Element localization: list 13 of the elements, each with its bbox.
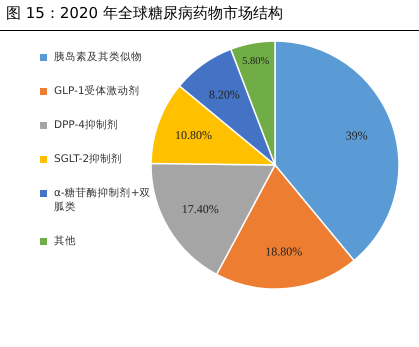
legend-label: 其他 xyxy=(54,235,76,247)
data-label: 10.80% xyxy=(175,128,212,142)
legend-label: 胰岛素及其类似物 xyxy=(54,51,142,63)
legend-label: GLP-1受体激动剂 xyxy=(54,85,140,97)
data-label: 5.80% xyxy=(242,56,270,68)
data-label: 39% xyxy=(346,128,368,143)
legend-label: SGLT-2抑制剂 xyxy=(54,153,122,165)
data-label: 17.40% xyxy=(182,202,219,216)
legend-label: DPP-4抑制剂 xyxy=(54,119,118,131)
chart-title: 图 15：2020 年全球糖尿病药物市场结构 xyxy=(6,4,283,23)
data-label: 8.20% xyxy=(208,87,240,102)
legend-label: α-糖苷酶抑制剂+双胍类 xyxy=(54,187,151,213)
data-label: 18.80% xyxy=(265,244,302,258)
